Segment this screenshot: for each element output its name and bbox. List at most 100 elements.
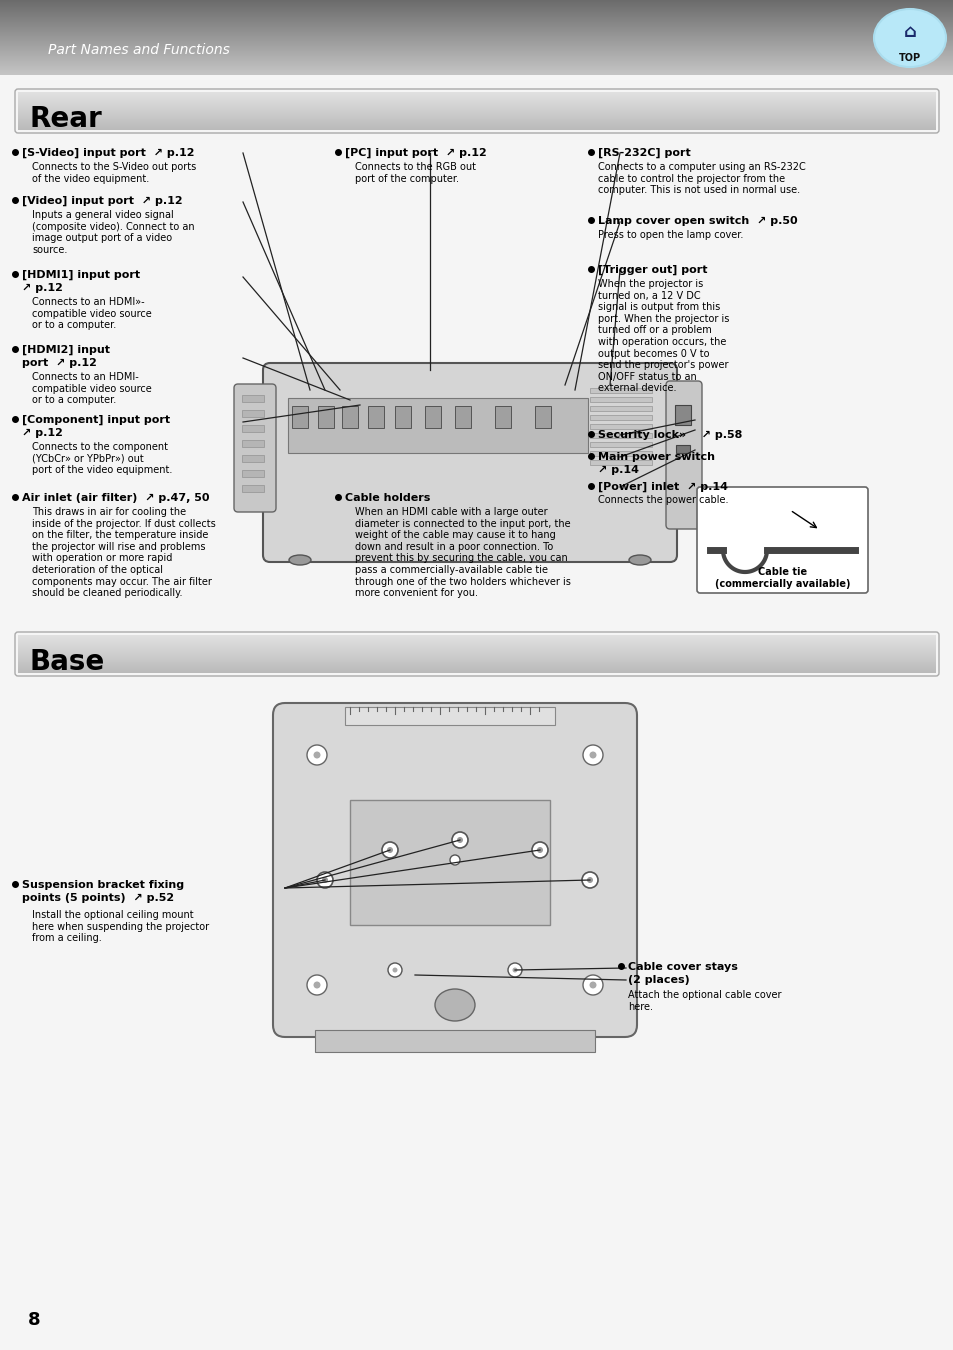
Text: Security lock»    ↗ p.58: Security lock» ↗ p.58 [598, 431, 741, 440]
Bar [350, 801, 550, 925]
Ellipse shape [381, 842, 397, 859]
Text: (commercially available): (commercially available) [714, 579, 849, 589]
FancyBboxPatch shape [263, 363, 677, 562]
Bar [242, 410, 264, 417]
Bar [589, 433, 651, 437]
Text: Cable cover stays: Cable cover stays [627, 963, 737, 972]
Text: Connects to the component
(YCbCr» or YPbPr») out
port of the video equipment.: Connects to the component (YCbCr» or YPb… [32, 441, 172, 475]
Bar [589, 387, 651, 393]
Text: [Trigger out] port: [Trigger out] port [598, 265, 707, 275]
Text: [PC] input port  ↗ p.12: [PC] input port ↗ p.12 [345, 148, 486, 158]
Text: ↗ p.12: ↗ p.12 [22, 428, 63, 437]
Bar [395, 406, 411, 428]
Text: [Video] input port  ↗ p.12: [Video] input port ↗ p.12 [22, 196, 182, 207]
Ellipse shape [507, 963, 521, 977]
Bar [242, 425, 264, 432]
Text: Rear: Rear [30, 105, 103, 134]
Bar [589, 441, 651, 447]
Ellipse shape [581, 872, 598, 888]
Bar [589, 451, 651, 456]
Ellipse shape [289, 555, 311, 566]
Bar [242, 470, 264, 477]
Text: Main power switch: Main power switch [598, 452, 714, 462]
Text: Connects to the RGB out
port of the computer.: Connects to the RGB out port of the comp… [355, 162, 476, 184]
FancyBboxPatch shape [665, 381, 701, 529]
Text: Install the optional ceiling mount
here when suspending the projector
from a cei: Install the optional ceiling mount here … [32, 910, 209, 944]
Ellipse shape [456, 837, 462, 842]
Text: Base: Base [30, 648, 105, 676]
Text: ⌂: ⌂ [902, 23, 916, 40]
Text: [Component] input port: [Component] input port [22, 414, 170, 425]
Bar [288, 398, 587, 454]
Bar [589, 424, 651, 429]
Text: TOP: TOP [898, 53, 920, 63]
Text: When the projector is
turned on, a 12 V DC
signal is output from this
port. When: When the projector is turned on, a 12 V … [598, 279, 729, 393]
Bar [341, 406, 357, 428]
Bar [675, 405, 690, 425]
Bar [495, 406, 511, 428]
Text: [S-Video] input port  ↗ p.12: [S-Video] input port ↗ p.12 [22, 148, 194, 158]
Ellipse shape [307, 975, 327, 995]
Bar [535, 406, 551, 428]
Bar [589, 397, 651, 402]
Bar [589, 406, 651, 410]
Bar [676, 446, 689, 454]
Bar [242, 485, 264, 491]
Text: Air inlet (air filter)  ↗ p.47, 50: Air inlet (air filter) ↗ p.47, 50 [22, 493, 210, 504]
Text: Attach the optional cable cover
here.: Attach the optional cable cover here. [627, 990, 781, 1011]
FancyBboxPatch shape [697, 487, 867, 593]
Ellipse shape [586, 878, 593, 883]
Text: Cable tie: Cable tie [757, 567, 806, 576]
Text: [HDMI1] input port: [HDMI1] input port [22, 270, 140, 281]
Bar [589, 460, 651, 464]
Text: Lamp cover open switch  ↗ p.50: Lamp cover open switch ↗ p.50 [598, 216, 797, 225]
Bar [314, 1030, 595, 1052]
Text: Connects to a computer using an RS-232C
cable to control the projector from the
: Connects to a computer using an RS-232C … [598, 162, 805, 196]
Text: Press to open the lamp cover.: Press to open the lamp cover. [598, 230, 742, 240]
Bar [242, 396, 264, 402]
Bar [345, 707, 555, 725]
Ellipse shape [307, 745, 327, 765]
FancyBboxPatch shape [273, 703, 637, 1037]
Ellipse shape [322, 878, 328, 883]
Ellipse shape [582, 975, 602, 995]
Ellipse shape [537, 846, 542, 853]
Ellipse shape [589, 981, 596, 988]
Text: Part Names and Functions: Part Names and Functions [48, 43, 230, 57]
Ellipse shape [314, 981, 320, 988]
Ellipse shape [582, 745, 602, 765]
Text: ↗ p.12: ↗ p.12 [22, 284, 63, 293]
Bar [455, 406, 471, 428]
Text: Inputs a general video signal
(composite video). Connect to an
image output port: Inputs a general video signal (composite… [32, 211, 194, 255]
Bar [424, 406, 440, 428]
Ellipse shape [873, 9, 945, 68]
Bar [292, 406, 308, 428]
Text: When an HDMI cable with a large outer
diameter is connected to the input port, t: When an HDMI cable with a large outer di… [355, 508, 570, 598]
Text: This draws in air for cooling the
inside of the projector. If dust collects
on t: This draws in air for cooling the inside… [32, 508, 215, 598]
Ellipse shape [512, 968, 517, 972]
Ellipse shape [387, 846, 393, 853]
Ellipse shape [316, 872, 333, 888]
Text: (2 places): (2 places) [627, 975, 689, 985]
Ellipse shape [452, 832, 468, 848]
Text: Cable holders: Cable holders [345, 493, 430, 504]
Text: [Power] inlet  ↗ p.14: [Power] inlet ↗ p.14 [598, 482, 727, 493]
Ellipse shape [450, 855, 459, 865]
Bar [242, 455, 264, 462]
Text: Connects to an HDMI»-
compatible video source
or to a computer.: Connects to an HDMI»- compatible video s… [32, 297, 152, 331]
Bar [317, 406, 334, 428]
Text: [RS-232C] port: [RS-232C] port [598, 148, 690, 158]
Ellipse shape [589, 752, 596, 759]
Text: Connects to an HDMI-
compatible video source
or to a computer.: Connects to an HDMI- compatible video so… [32, 373, 152, 405]
Text: Connects the power cable.: Connects the power cable. [598, 495, 728, 505]
Ellipse shape [314, 752, 320, 759]
Ellipse shape [435, 990, 475, 1021]
Text: ↗ p.14: ↗ p.14 [598, 464, 639, 475]
Text: Suspension bracket fixing: Suspension bracket fixing [22, 880, 184, 890]
Ellipse shape [628, 555, 650, 566]
Text: [HDMI2] input: [HDMI2] input [22, 346, 110, 355]
Ellipse shape [532, 842, 547, 859]
Ellipse shape [388, 963, 401, 977]
Bar [242, 440, 264, 447]
Bar [368, 406, 384, 428]
